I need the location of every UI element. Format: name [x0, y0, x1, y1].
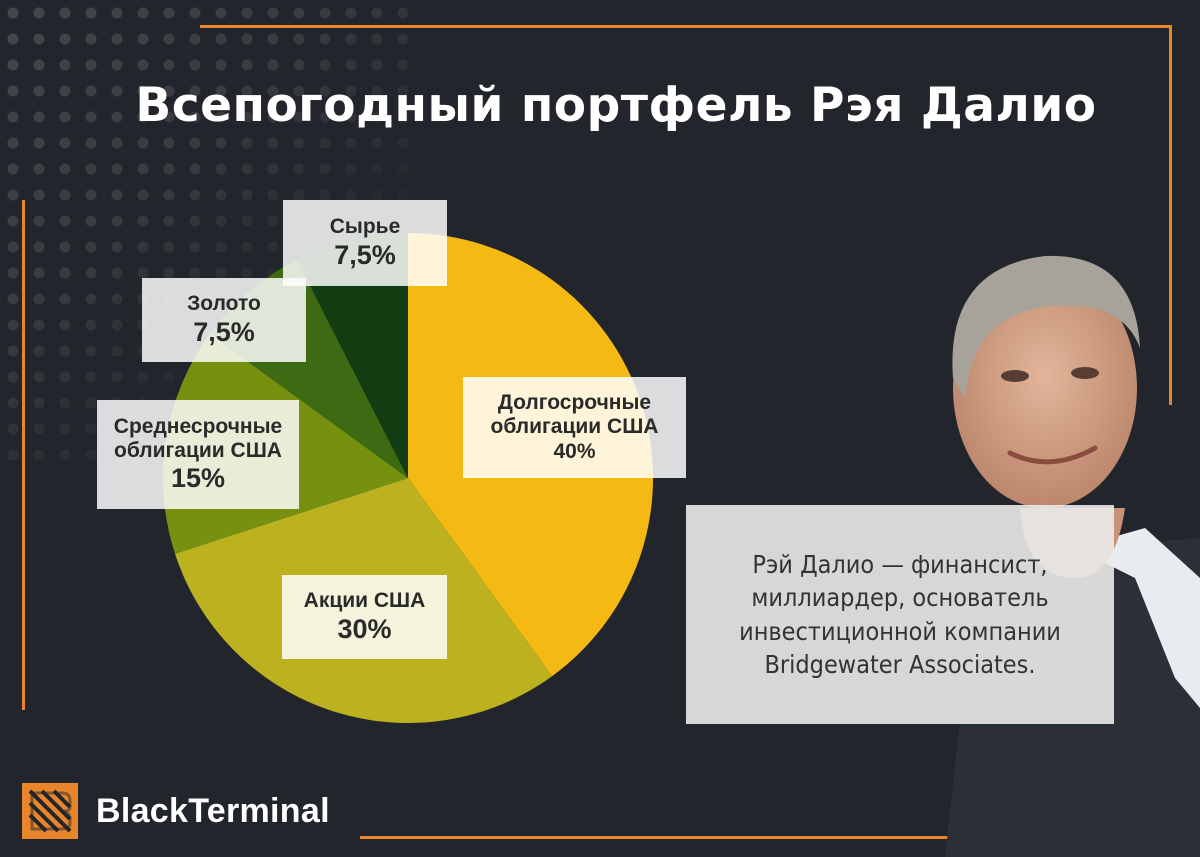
- slice-name-long-bonds-line1: Долгосрочные: [497, 391, 652, 415]
- slice-name-mid-bonds-line1: Среднесрочные: [113, 414, 283, 438]
- slice-value-stocks: 30%: [337, 613, 392, 644]
- brand-logo-icon: [22, 783, 78, 839]
- frame-left-line: [22, 200, 25, 710]
- bio-line-3: инвестиционной компании: [739, 616, 1061, 646]
- bio-caption: Рэй Далио — финансист, миллиардер, основ…: [686, 505, 1114, 724]
- slice-name-stocks: Акции США: [303, 589, 426, 613]
- slice-label-long-bonds: Долгосрочные облигации США 40%: [463, 377, 686, 478]
- frame-top-line: [200, 25, 1172, 28]
- bio-line-4: Bridgewater Associates.: [764, 649, 1036, 679]
- frame-bottom-line: [360, 836, 1000, 839]
- slice-value-commodities: 7,5%: [334, 239, 396, 270]
- slice-label-stocks: Акции США 30%: [282, 575, 447, 659]
- slice-label-mid-bonds: Среднесрочные облигации США 15%: [97, 400, 299, 509]
- slice-name-gold: Золото: [187, 292, 261, 316]
- brand-footer: BlackTerminal: [22, 783, 330, 839]
- brand-name: BlackTerminal: [96, 791, 330, 830]
- bio-line-1: Рэй Далио — финансист,: [752, 550, 1048, 579]
- slice-name-long-bonds-line2: облигации США: [490, 415, 659, 439]
- frame-right-line: [1169, 25, 1172, 405]
- slice-label-gold: Золото 7,5%: [142, 278, 306, 362]
- page-title: Всепогодный портфель Рэя Далио: [135, 78, 1097, 133]
- slice-value-gold: 7,5%: [193, 316, 255, 347]
- slice-value-mid-bonds: 15%: [170, 463, 226, 494]
- slice-label-commodities: Сырье 7,5%: [283, 200, 447, 286]
- slice-value-long-bonds: 40%: [553, 439, 596, 463]
- slice-name-mid-bonds-line2: облигации США: [114, 438, 282, 462]
- pie-slice-commodities: [296, 233, 408, 478]
- bio-line-2: миллиардер, основатель: [751, 583, 1049, 613]
- slice-name-commodities: Сырье: [329, 215, 401, 239]
